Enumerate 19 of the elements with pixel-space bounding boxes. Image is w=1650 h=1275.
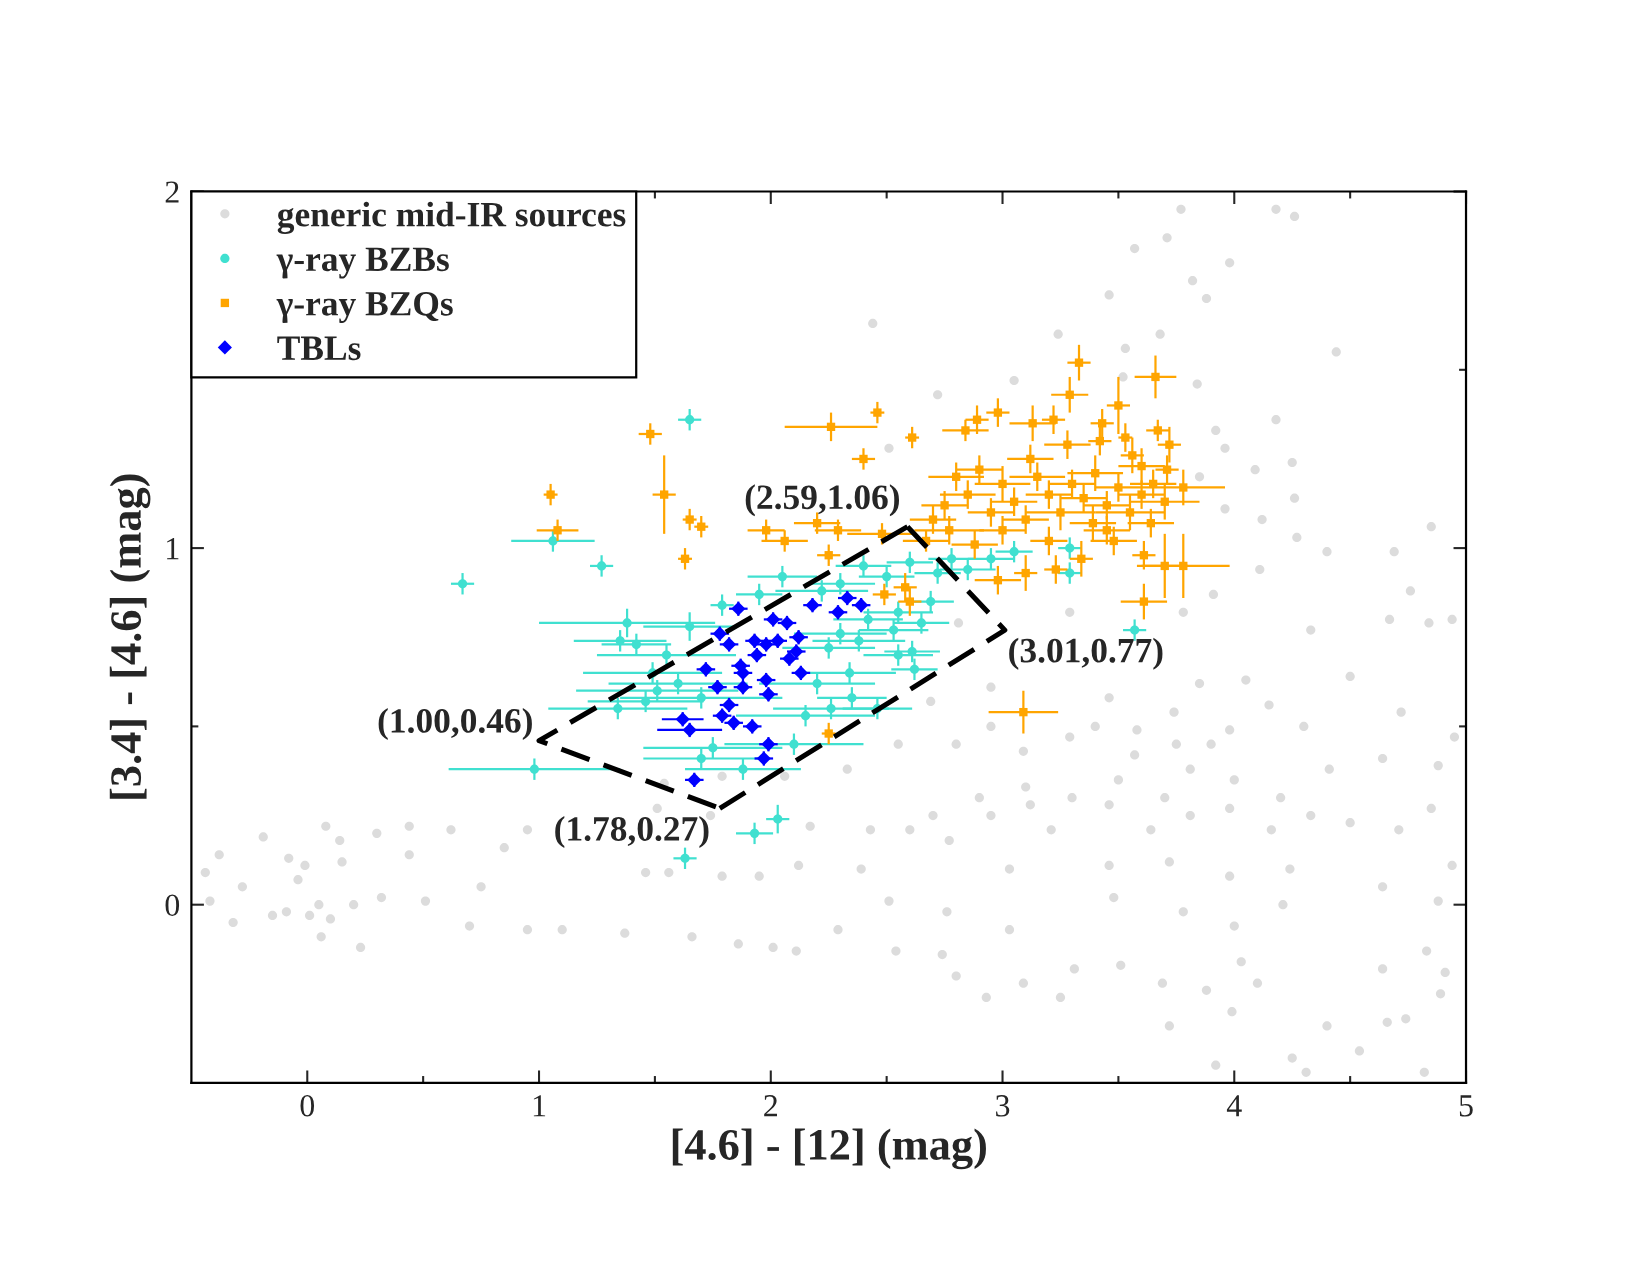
x-axis-title: [4.6] - [12] (mag): [672, 1128, 986, 1170]
annotation: (1.78,0.27): [555, 815, 709, 849]
y-tick-label: 1: [167, 538, 179, 560]
y-tick-label: 0: [165, 894, 180, 917]
y-tick-label: 2: [165, 181, 179, 203]
x-tick-label: 1: [533, 1095, 546, 1117]
legend-label: TBLs: [277, 336, 361, 361]
x-tick-label: 2: [764, 1095, 777, 1117]
x-tick-label: 5: [1459, 1095, 1473, 1117]
legend-label: γ-ray BZQs: [276, 291, 453, 323]
y-axis-title: [3.4] - [4.6] (mag): [109, 474, 151, 799]
x-tick-label: 0: [300, 1095, 315, 1117]
annotation: (1.00,0.46): [378, 707, 532, 741]
legend-label: generic mid-IR sources: [277, 201, 626, 235]
x-tick-label: 3: [996, 1095, 1010, 1117]
annotation: (3.01,0.77): [1009, 637, 1163, 670]
x-tick-label: 4: [1226, 1095, 1242, 1117]
legend-label: γ-ray BZBs: [276, 247, 449, 279]
annotation: (2.59,1.06): [745, 484, 900, 517]
